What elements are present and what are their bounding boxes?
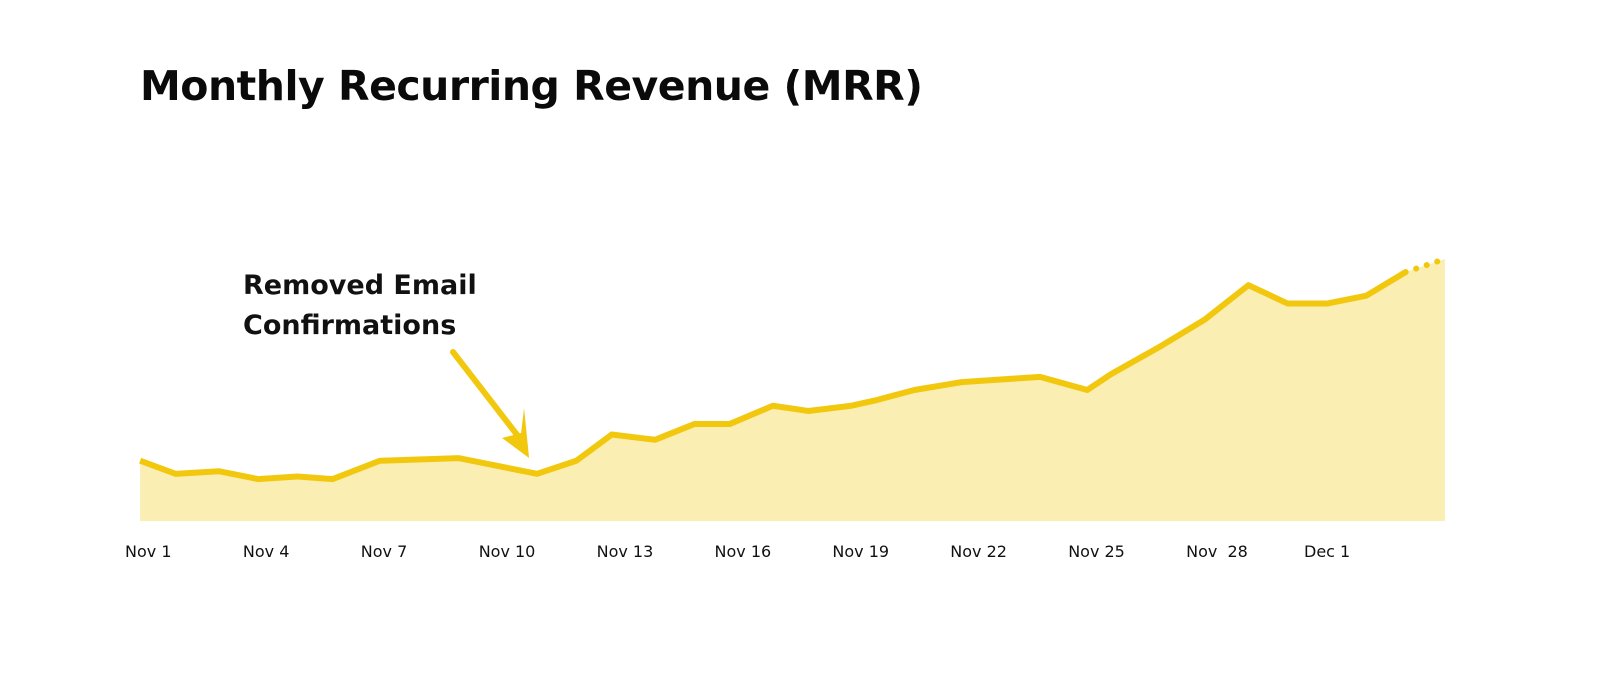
annotation-arrow-head-icon	[502, 408, 530, 458]
x-tick-label: Nov 13	[597, 542, 654, 561]
area-fill	[140, 259, 1445, 521]
x-tick-label: Nov 16	[715, 542, 772, 561]
x-tick-label: Nov 22	[950, 542, 1007, 561]
x-tick-label: Nov 4	[243, 542, 290, 561]
annotation-arrow-shaft	[450, 349, 525, 443]
x-tick-label: Dec 1	[1304, 542, 1350, 561]
annotation-line-1: Removed Email	[243, 270, 477, 301]
chart-title: Monthly Recurring Revenue (MRR)	[140, 62, 923, 110]
x-tick-label: Nov 10	[479, 542, 536, 561]
projected-line-segment	[1402, 256, 1448, 276]
x-tick-label: Nov 19	[832, 542, 889, 561]
x-tick-label: Nov 1	[125, 542, 172, 561]
x-tick-label: Nov 7	[361, 542, 408, 561]
x-tick-label: Nov 25	[1068, 542, 1125, 561]
x-tick-label: Nov 28	[1186, 542, 1248, 561]
annotation-label: Removed Email Confirmations	[243, 266, 477, 346]
annotation-line-2: Confirmations	[243, 310, 457, 341]
